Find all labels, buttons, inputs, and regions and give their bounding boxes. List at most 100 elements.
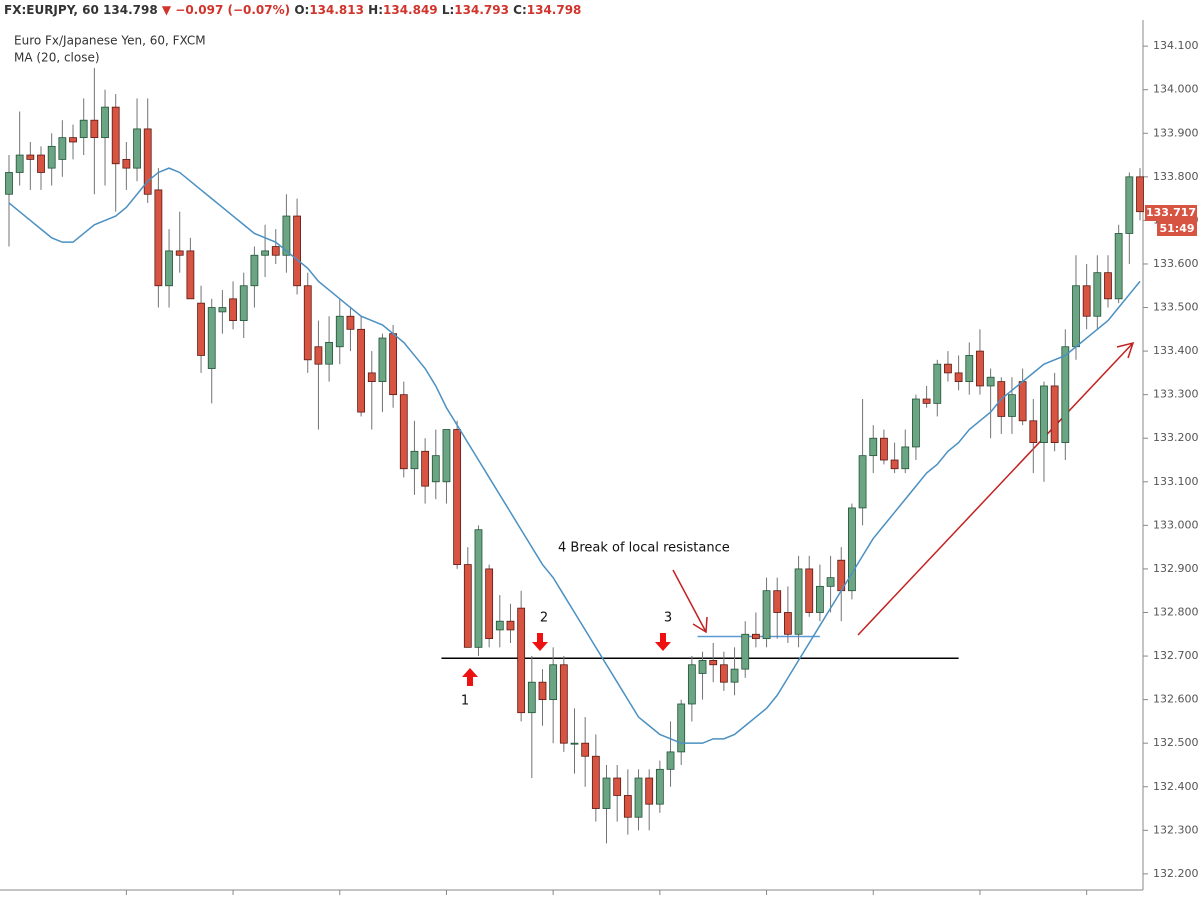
up-arrow (462, 668, 478, 686)
candle-body (282, 215, 291, 256)
candle-body (933, 363, 942, 404)
candle-body (1008, 394, 1016, 417)
candle-body (453, 429, 462, 565)
candle-body (698, 660, 707, 674)
candle-body (26, 154, 35, 160)
o-key: O: (294, 3, 309, 17)
candle-body (730, 668, 739, 683)
candle-body (133, 128, 141, 169)
l-value: 134.793 (454, 3, 509, 17)
candle-body (1104, 272, 1112, 300)
y-tick-label: 132.400 (1153, 780, 1199, 793)
candle-body (687, 664, 696, 705)
candle-body (442, 429, 451, 483)
candle-body (741, 633, 750, 670)
last-price-box (1145, 204, 1197, 221)
candle-body (335, 315, 344, 348)
trend-arrows (672, 341, 1135, 636)
y-tick-label: 133.100 (1153, 475, 1199, 488)
candle-body (250, 254, 259, 287)
candle-body (154, 189, 163, 287)
candle-body (805, 568, 814, 613)
candle-body (581, 742, 590, 757)
y-tick-label: 132.200 (1153, 867, 1199, 880)
y-tick-label: 132.700 (1153, 649, 1199, 662)
candle-body (239, 285, 248, 322)
y-tick-label: 134.100 (1153, 39, 1199, 52)
y-tick-label: 133.000 (1153, 518, 1199, 531)
candle-body (207, 307, 216, 369)
o-value: 134.813 (309, 3, 364, 17)
candle-body (79, 119, 88, 139)
symbol: FX:EURJPY, 60 (4, 3, 99, 17)
candle-body (506, 620, 515, 631)
candle-body (175, 250, 184, 256)
arrow-head (692, 616, 708, 634)
candle-body (5, 172, 13, 195)
candle-body (37, 154, 45, 173)
h-value: 134.849 (383, 3, 438, 17)
candle-body (1125, 176, 1134, 234)
candle-body (762, 590, 771, 640)
countdown: 51:49 (1159, 222, 1194, 235)
y-tick-label: 132.600 (1153, 693, 1199, 706)
candle-body (314, 346, 323, 365)
candle-body (357, 328, 366, 413)
candle-body (826, 577, 835, 587)
candle-body (293, 215, 301, 287)
candle-body (965, 355, 974, 382)
legend-entry: MA (20, close) (14, 51, 100, 65)
candle-body (495, 620, 504, 631)
annotation: 3 (664, 611, 672, 626)
trend-arrow (857, 342, 1134, 636)
candle-body (666, 751, 675, 770)
arrow-head (1116, 341, 1135, 359)
y-tick-label: 133.800 (1153, 170, 1199, 183)
c-value: 134.798 (527, 3, 582, 17)
change: −0.097 (−0.07%) (175, 3, 290, 17)
annotation-arrows (462, 633, 671, 686)
candle-body (527, 681, 536, 714)
candle-body (101, 106, 109, 139)
candle-body (111, 106, 120, 165)
candle-body (901, 446, 910, 470)
candle-body (1061, 346, 1070, 443)
candle-body (303, 285, 312, 361)
y-tick-label: 134.000 (1153, 83, 1199, 96)
candle-body (1050, 385, 1059, 443)
candle-body (485, 568, 494, 640)
candle-body (367, 372, 376, 382)
candle-body (378, 337, 387, 382)
down-arrow (532, 633, 548, 651)
candle-body (1093, 272, 1102, 317)
candle-body (421, 450, 430, 487)
candle-body (623, 795, 632, 818)
candle-body (1072, 285, 1080, 348)
candle-body (634, 777, 643, 818)
candle-body (890, 459, 899, 470)
candle-body (143, 128, 152, 195)
candle-body (1136, 176, 1144, 213)
candle-body (954, 372, 963, 382)
candle-body (1114, 233, 1123, 300)
candle-body (1018, 381, 1027, 422)
candle-body (47, 145, 56, 169)
candle-body (1040, 385, 1048, 443)
y-tick-label: 133.500 (1153, 301, 1199, 314)
c-key: C: (513, 3, 527, 17)
candle-body (325, 341, 333, 365)
candle-body (677, 703, 686, 753)
candle-body (271, 246, 280, 256)
y-tick-label: 133.200 (1153, 431, 1199, 444)
candle-body (463, 564, 472, 648)
candle-body (912, 398, 920, 448)
y-tick-label: 133.400 (1153, 344, 1199, 357)
candle-body (69, 137, 77, 143)
candle-body (645, 777, 654, 805)
candle-body (1029, 420, 1038, 443)
candle-body (719, 664, 728, 683)
candle-body (773, 590, 782, 613)
candle-body (538, 681, 547, 701)
down-arrow (655, 633, 671, 651)
